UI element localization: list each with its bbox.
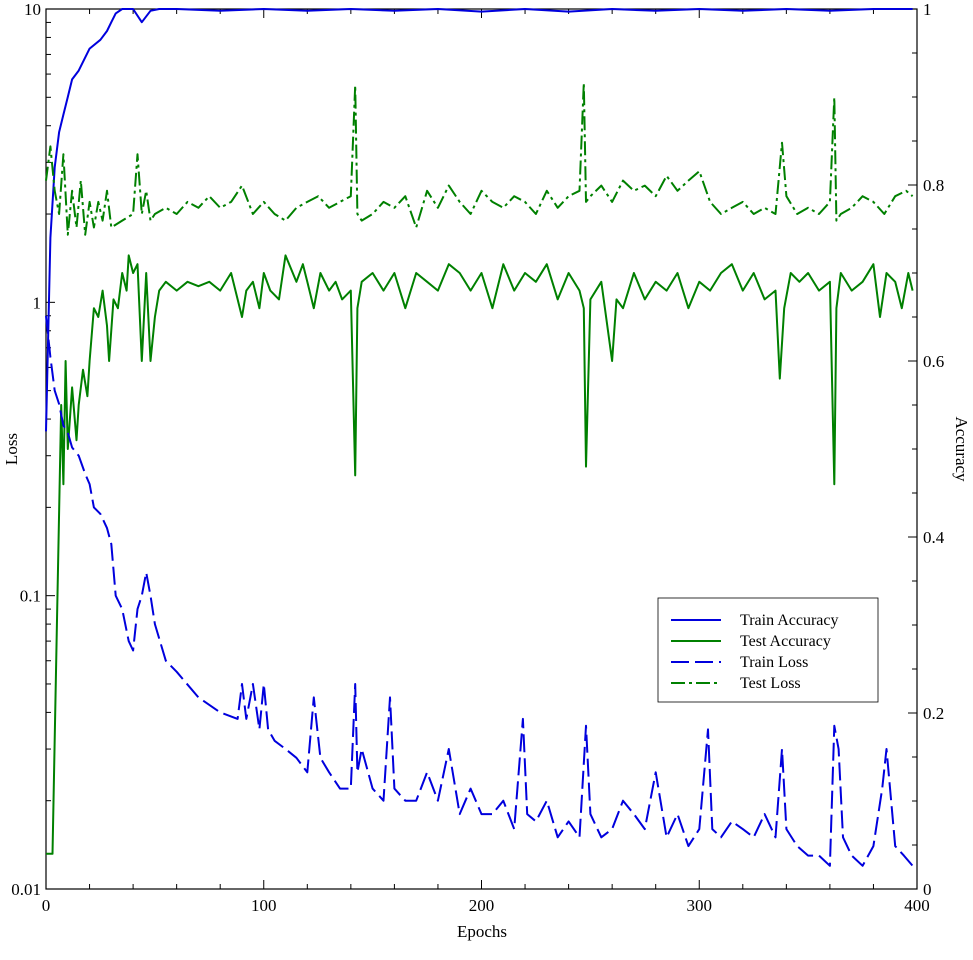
- x-tick-label: 400: [904, 896, 930, 915]
- x-tick-label: 100: [251, 896, 277, 915]
- series-line-train-loss: [45, 315, 914, 867]
- plot-frame: [45, 8, 918, 890]
- y-right-tick-label: 1: [923, 0, 932, 19]
- y-left-tick-label: 10: [24, 0, 41, 19]
- y-right-tick-label: 0.4: [923, 528, 945, 547]
- x-axis-title: Epochs: [457, 922, 507, 941]
- right-y-axis-title: Accuracy: [952, 416, 971, 482]
- left-y-axis-title: Loss: [2, 433, 21, 465]
- y-right-tick-label: 0: [923, 880, 932, 899]
- series-line-test-loss: [45, 81, 914, 236]
- series-lines: [45, 8, 914, 867]
- legend-label-test-loss: Test Loss: [740, 675, 801, 692]
- y-left-tick-label: 0.1: [20, 587, 41, 606]
- y-right-tick-label: 0.8: [923, 176, 944, 195]
- y-left-tick-label: 1: [33, 293, 42, 312]
- y-left-tick-label: 0.01: [11, 880, 41, 899]
- legend-label-train-accuracy: Train Accuracy: [740, 612, 839, 629]
- series-line-test-accuracy: [46, 254, 914, 855]
- y-right-tick-label: 0.2: [923, 704, 944, 723]
- legend-label-test-accuracy: Test Accuracy: [740, 633, 831, 650]
- y-right-tick-label: 0.6: [923, 352, 944, 371]
- legend-box: [657, 597, 879, 703]
- legend-label-train-loss: Train Loss: [740, 654, 808, 671]
- axis-ticks: [45, 8, 918, 890]
- x-tick-label: 200: [469, 896, 495, 915]
- x-tick-label: 0: [42, 896, 51, 915]
- series-line-train-accuracy: [45, 8, 913, 432]
- x-tick-label: 300: [687, 896, 713, 915]
- legend: Train Accuracy Test Accuracy Train Loss …: [657, 597, 879, 703]
